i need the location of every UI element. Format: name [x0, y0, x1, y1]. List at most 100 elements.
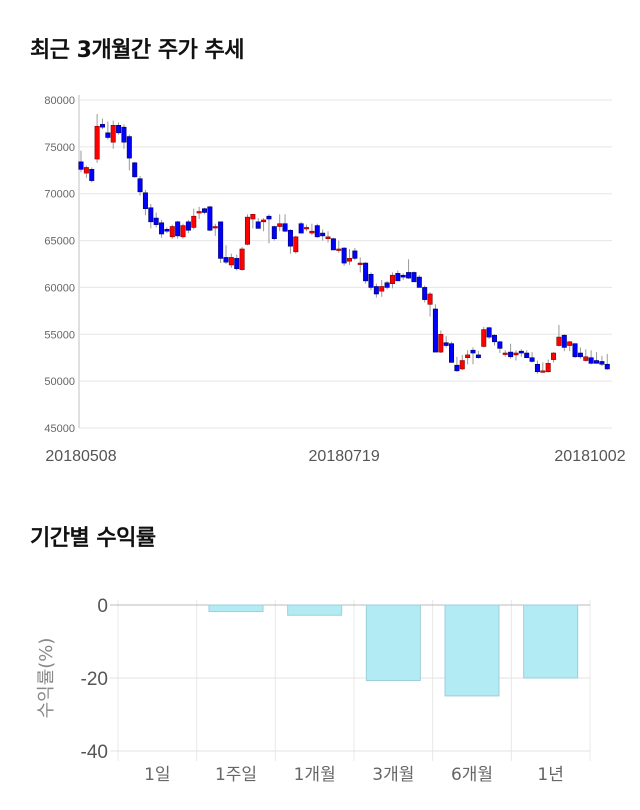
- candle-body: [320, 232, 326, 237]
- candle-body: [438, 333, 444, 353]
- candle-body: [454, 364, 460, 372]
- candle-body: [373, 286, 379, 295]
- y-tick-label: 45000: [44, 423, 75, 435]
- candle-body: [287, 229, 293, 247]
- candle-body: [459, 360, 465, 370]
- candle-body: [234, 258, 240, 269]
- candle-body: [223, 257, 229, 263]
- candle-body: [406, 272, 412, 279]
- x-tick-label: 3개월: [372, 765, 414, 785]
- candle-body: [443, 342, 449, 346]
- candle-body: [94, 125, 100, 160]
- candle-body: [346, 258, 352, 262]
- candle-body: [545, 363, 551, 373]
- candle-body: [363, 262, 369, 282]
- y-tick-label: 70000: [44, 189, 75, 201]
- return-bar: [523, 604, 579, 679]
- candle-body: [449, 343, 455, 363]
- x-tick-label: 20180719: [309, 448, 380, 465]
- candle-body: [502, 352, 508, 355]
- candle-body: [266, 215, 272, 220]
- candle-body: [314, 225, 320, 238]
- candle-body: [481, 329, 487, 347]
- candle-body: [508, 351, 514, 358]
- x-tick-label: 1일: [144, 765, 170, 785]
- candle-body: [116, 125, 122, 134]
- candle-body: [99, 124, 105, 128]
- candle-body: [529, 357, 535, 362]
- candle-body: [475, 354, 481, 359]
- candle-body: [395, 273, 401, 282]
- y-tick-label: 50000: [44, 376, 75, 388]
- candle-body: [513, 352, 519, 356]
- candle-body: [191, 215, 197, 228]
- candle-body: [411, 272, 417, 283]
- candle-body: [325, 236, 331, 239]
- candle-body: [137, 178, 143, 193]
- candle-body: [159, 222, 165, 235]
- candle-body: [218, 221, 224, 259]
- y-tick-label: 75000: [44, 142, 75, 154]
- candle-body: [486, 327, 492, 338]
- candle-body: [126, 136, 132, 159]
- x-tick-label: 20181002: [554, 448, 625, 465]
- candle-body: [142, 192, 148, 210]
- candle-body: [588, 357, 594, 364]
- candle-body: [148, 207, 154, 223]
- candle-body: [244, 216, 250, 245]
- candle-body: [604, 363, 610, 370]
- return-bar: [208, 604, 264, 613]
- candle-body: [330, 238, 336, 251]
- candle-body: [534, 363, 540, 373]
- candle-body: [572, 343, 578, 358]
- candle-body: [293, 236, 299, 253]
- candle-body: [132, 162, 138, 178]
- candle-body: [567, 341, 573, 346]
- return-bar: [287, 604, 343, 616]
- candle-body: [212, 226, 218, 229]
- candle-body: [255, 221, 261, 229]
- candle-body: [228, 257, 234, 266]
- candle-body: [298, 223, 304, 234]
- candlestick-chart: 45000 50000 55000 60000 65000 70000 75000 80000…: [44, 95, 626, 465]
- x-tick-label: 20180508: [45, 448, 116, 465]
- y-tick-label: 60000: [44, 282, 75, 294]
- candle-body: [583, 356, 589, 361]
- candle-body: [83, 167, 89, 174]
- candle-body: [518, 350, 524, 354]
- candle-body: [196, 211, 202, 214]
- candle-body: [78, 161, 84, 170]
- candle-body: [465, 354, 471, 359]
- candle-body: [309, 230, 315, 234]
- candle-body: [497, 341, 503, 349]
- x-tick-label: 6개월: [451, 765, 493, 785]
- candle-body: [427, 293, 433, 305]
- candle-body: [239, 248, 245, 270]
- candle-body: [169, 226, 175, 238]
- x-tick-label: 1개월: [294, 765, 336, 785]
- return-bar: [444, 604, 500, 697]
- candle-body: [261, 219, 267, 223]
- y-tick-label: 65000: [44, 236, 75, 248]
- candle-body: [599, 361, 605, 365]
- y-tick-label: -40: [81, 742, 108, 763]
- candle-body: [470, 349, 476, 354]
- candle-body: [277, 223, 283, 227]
- return-bar-chart: 수익률(%) 0 -20 -40 1일 1주일 1개월 3개월 6개월 1년: [36, 596, 591, 785]
- candle-body: [121, 126, 127, 143]
- y-axis-label: 수익률(%): [36, 638, 57, 719]
- candle-body: [185, 221, 191, 231]
- candle-body: [422, 287, 428, 300]
- candle-body: [556, 336, 562, 346]
- y-tick-label: 80000: [44, 95, 75, 107]
- stock-trend-title: 최근 3개월간 주가 추세: [30, 38, 244, 63]
- y-tick-label: 55000: [44, 329, 75, 341]
- candle-body: [357, 262, 363, 265]
- return-bar: [365, 604, 421, 682]
- candle-body: [105, 132, 111, 138]
- candle-body: [379, 286, 385, 292]
- candle-body: [416, 276, 422, 288]
- candle-body: [384, 282, 390, 288]
- candle-body: [304, 227, 310, 230]
- candle-body: [202, 208, 208, 213]
